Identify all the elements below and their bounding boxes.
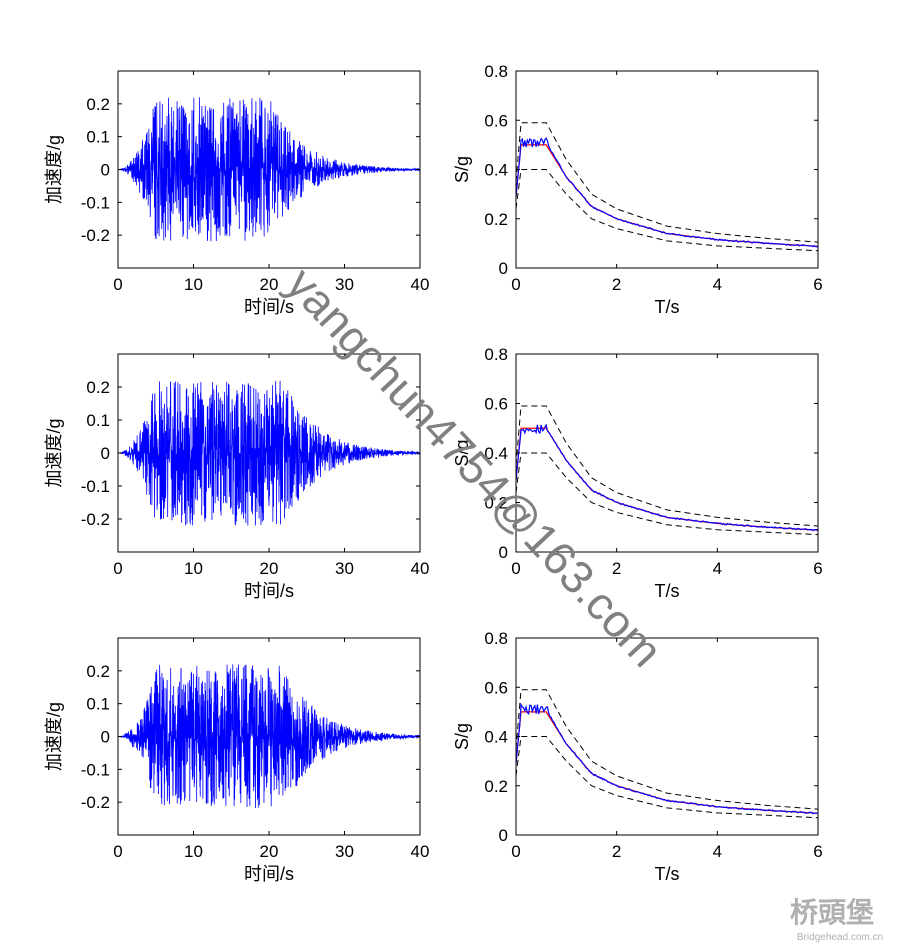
y-axis-label: S/g: [452, 723, 472, 750]
envelope-dashed-line: [516, 452, 818, 536]
x-tick-label: 40: [411, 559, 430, 578]
x-tick-label: 10: [184, 559, 203, 578]
x-tick-label: 0: [113, 842, 122, 861]
data-group: [118, 664, 420, 809]
y-tick-label: -0.1: [81, 193, 110, 212]
y-tick-label: 0.2: [484, 777, 508, 796]
y-tick-label: 0.1: [86, 128, 110, 147]
logo-site: Bridgehead.com.cn: [797, 932, 883, 943]
y-tick-label: -0.1: [81, 477, 110, 496]
chart-panel-2: 0 2 4 6 0 0.2 0.4 0.6 0.8 T/s S/g: [452, 62, 823, 317]
x-tick-label: 6: [813, 559, 822, 578]
y-tick-label: 0: [101, 161, 110, 180]
x-tick-label: 20: [260, 275, 279, 294]
y-axis-label: 加速度/g: [44, 702, 64, 771]
x-tick-label: 2: [612, 842, 621, 861]
y-tick-label: 0: [499, 259, 508, 278]
response-spectrum-line: [516, 137, 818, 248]
envelope-dashed-line: [516, 122, 818, 243]
accel-series-line: [118, 97, 420, 242]
x-tick-label: 20: [260, 559, 279, 578]
y-tick-label: 0: [101, 444, 110, 463]
x-tick-label: 30: [335, 559, 354, 578]
logo-chinese: 桥頭堡: [790, 896, 874, 928]
y-tick-label: 0.2: [86, 95, 110, 114]
y-tick-label: 0: [499, 543, 508, 562]
accel-series-line: [118, 664, 420, 809]
site-logo: 桥頭堡 Bridgehead.com.cn: [790, 896, 883, 943]
x-tick-label: 20: [260, 842, 279, 861]
x-tick-label: 0: [511, 842, 520, 861]
y-tick-label: 0.4: [484, 728, 508, 747]
x-axis-label: T/s: [655, 864, 680, 884]
chart-panel-5: 0 10 20 30 40 -0.2 -0.1 0 0.1 0.2 时间/s 加速度/g: [44, 637, 430, 884]
y-tick-label: 0.1: [86, 411, 110, 430]
y-axis-label: S/g: [452, 156, 472, 183]
accel-series-line: [118, 380, 420, 526]
chart-panel-1: 0 10 20 30 40 -0.2 -0.1 0 0.1 0.2 时间/s 加速度/g: [44, 70, 430, 317]
x-tick-label: 4: [713, 275, 722, 294]
response-spectrum-line: [516, 702, 818, 815]
x-axis-label: 时间/s: [244, 297, 294, 317]
x-axis-label: T/s: [655, 297, 680, 317]
x-tick-label: 30: [335, 275, 354, 294]
x-tick-label: 10: [184, 275, 203, 294]
data-group: [118, 380, 420, 526]
y-axis-label: 加速度/g: [44, 135, 64, 204]
y-tick-label: 0.6: [484, 395, 508, 414]
x-tick-label: 6: [813, 842, 822, 861]
x-tick-label: 0: [113, 275, 122, 294]
data-group: [118, 97, 420, 242]
x-tick-label: 0: [511, 559, 520, 578]
envelope-dashed-line: [516, 169, 818, 252]
y-tick-label: 0.6: [484, 111, 508, 130]
y-tick-label: 0.1: [86, 695, 110, 714]
x-tick-label: 0: [113, 559, 122, 578]
x-tick-label: 2: [612, 275, 621, 294]
data-group: [516, 122, 818, 252]
y-tick-label: -0.1: [81, 760, 110, 779]
x-tick-label: 10: [184, 842, 203, 861]
y-tick-label: 0.8: [484, 629, 508, 648]
response-spectrum-line: [516, 423, 818, 532]
y-tick-label: 0.8: [484, 62, 508, 81]
y-tick-label: 0: [101, 728, 110, 747]
x-tick-label: 4: [713, 842, 722, 861]
x-tick-label: 0: [511, 275, 520, 294]
y-axis-label: S/g: [452, 439, 472, 466]
y-tick-label: 0.2: [86, 378, 110, 397]
y-tick-label: -0.2: [81, 510, 110, 529]
envelope-dashed-line: [516, 736, 818, 819]
x-tick-label: 40: [411, 842, 430, 861]
chart-panel-6: 0 2 4 6 0 0.2 0.4 0.6 0.8 T/s S/g: [452, 629, 823, 884]
x-axis-label: 时间/s: [244, 864, 294, 884]
x-tick-label: 40: [411, 275, 430, 294]
y-tick-label: -0.2: [81, 793, 110, 812]
chart-panel-3: 0 10 20 30 40 -0.2 -0.1 0 0.1 0.2 时间/s 加速度/g: [44, 353, 430, 601]
y-tick-label: 0.2: [86, 662, 110, 681]
y-tick-label: 0.6: [484, 678, 508, 697]
x-axis-label: 时间/s: [244, 581, 294, 601]
y-tick-label: 0.4: [484, 161, 508, 180]
x-tick-label: 30: [335, 842, 354, 861]
x-axis-label: T/s: [655, 581, 680, 601]
y-tick-label: 0.2: [484, 210, 508, 229]
envelope-dashed-line: [516, 405, 818, 527]
x-tick-label: 4: [713, 559, 722, 578]
y-tick-label: -0.2: [81, 226, 110, 245]
data-group: [516, 689, 818, 819]
y-tick-label: 0.8: [484, 345, 508, 364]
envelope-dashed-line: [516, 689, 818, 810]
y-tick-label: 0.2: [484, 494, 508, 513]
y-axis-label: 加速度/g: [44, 418, 64, 487]
x-tick-label: 2: [612, 559, 621, 578]
chart-panel-4: 0 2 4 6 0 0.2 0.4 0.6 0.8 T/s S/g: [452, 345, 823, 601]
data-group: [516, 405, 818, 536]
y-tick-label: 0: [499, 826, 508, 845]
y-tick-label: 0.4: [484, 444, 508, 463]
x-tick-label: 6: [813, 275, 822, 294]
